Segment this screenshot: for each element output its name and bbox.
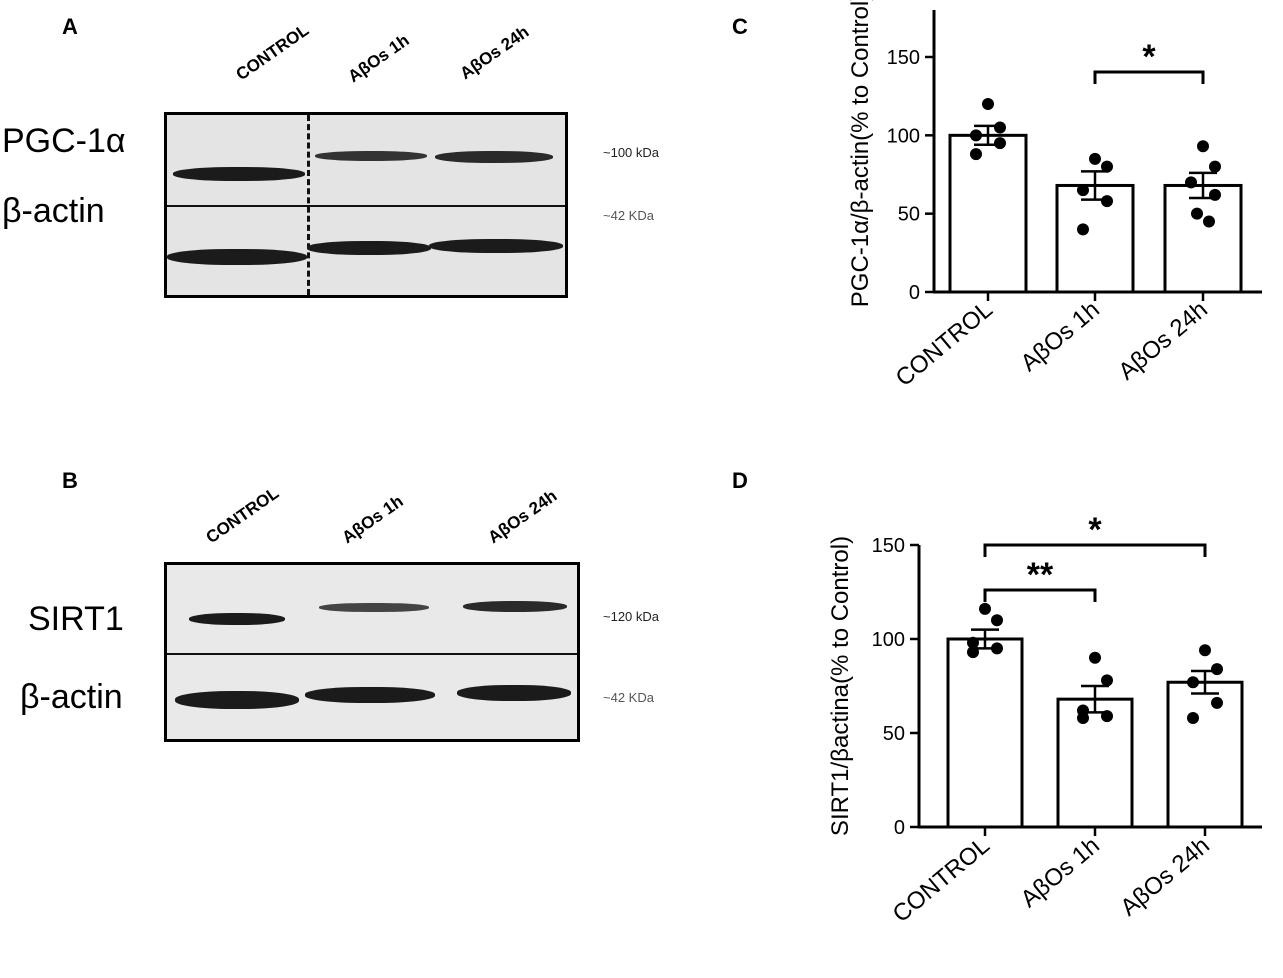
- band-pgc1a-control: [173, 167, 305, 181]
- x-tick-label-c: AβOs 1h: [1016, 296, 1105, 377]
- protein-label-sirt1: SIRT1: [28, 600, 124, 638]
- panel-label-d: D: [732, 468, 748, 493]
- data-point-d: [967, 646, 979, 659]
- data-point-c: [994, 121, 1006, 134]
- data-point-c: [1209, 188, 1221, 201]
- data-point-c: [970, 129, 982, 142]
- data-point-d: [1101, 710, 1113, 723]
- data-point-d: [1101, 674, 1113, 687]
- data-point-c: [1191, 207, 1203, 220]
- western-blot-b: [164, 562, 580, 742]
- y-tick-label-c: 150: [887, 47, 920, 69]
- band-pgc1a-abos-1h: [315, 151, 427, 161]
- data-point-c: [1101, 160, 1113, 173]
- data-point-c: [970, 148, 982, 161]
- lane-label-control: CONTROL: [232, 20, 313, 85]
- band-pgc1a-abos-24h: [435, 151, 553, 163]
- y-tick-label-d: 0: [894, 817, 905, 839]
- x-tick-label-d: AβOs 24h: [1115, 832, 1214, 922]
- lane-label-control-b: CONTROL: [202, 483, 283, 548]
- y-tick-label-c: 0: [909, 282, 920, 304]
- significance-label-c: *: [1142, 38, 1156, 76]
- x-tick-label-d: AβOs 1h: [1016, 832, 1105, 913]
- bar-d: [1056, 697, 1134, 829]
- protein-label-pgc1a: PGC-1α: [2, 122, 126, 160]
- panel-label-c: C: [732, 14, 748, 39]
- data-point-d: [1089, 651, 1101, 664]
- bar-c: [948, 133, 1028, 294]
- y-axis-title-d: SIRT1/βactina(% to Control): [827, 536, 854, 836]
- data-point-d: [1187, 711, 1199, 724]
- lane-label-abos-24h-b: AβOs 24h: [484, 486, 561, 548]
- data-point-d: [1187, 676, 1199, 689]
- band-actin-abos-24h-a: [429, 239, 563, 253]
- significance-bracket-d: [983, 543, 1207, 557]
- band-sirt1-abos-24h: [463, 601, 567, 612]
- data-point-d: [1199, 644, 1211, 657]
- blot-divider: [167, 653, 577, 655]
- x-tick-label-d: CONTROL: [888, 832, 995, 928]
- y-tick-label-c: 50: [898, 204, 920, 226]
- lane-label-abos-1h: AβOs 1h: [344, 30, 413, 87]
- band-sirt1-control: [189, 613, 285, 625]
- lane-label-abos-1h-b: AβOs 1h: [338, 491, 407, 548]
- y-axis-title-c: PGC-1α/β-actin(% to Control): [847, 0, 874, 307]
- size-label-42kda-a: ~42 KDa: [603, 208, 654, 223]
- size-label-42kda-b: ~42 KDa: [603, 690, 654, 705]
- y-tick-label-c: 100: [887, 125, 920, 147]
- significance-bracket-c: [1093, 70, 1205, 84]
- bar-d: [1166, 680, 1244, 829]
- x-tick-label-c: AβOs 24h: [1113, 296, 1212, 386]
- significance-label-d: *: [1088, 511, 1102, 549]
- data-point-c: [1209, 160, 1221, 173]
- lane-label-abos-24h: AβOs 24h: [456, 22, 533, 84]
- data-point-d: [1211, 696, 1223, 709]
- bar-c: [1055, 183, 1135, 294]
- data-point-d: [991, 614, 1003, 627]
- data-point-d: [1211, 663, 1223, 676]
- panel-label-a: A: [62, 14, 78, 39]
- significance-label-d: **: [1027, 556, 1054, 594]
- data-point-d: [1077, 704, 1089, 717]
- data-point-c: [1203, 215, 1215, 228]
- data-point-c: [1077, 184, 1089, 197]
- y-tick-label-d: 150: [872, 535, 905, 557]
- splice-line: [307, 115, 310, 295]
- blot-divider: [167, 205, 565, 207]
- data-point-c: [1197, 140, 1209, 153]
- data-point-c: [994, 137, 1006, 150]
- size-label-120kda: ~120 kDa: [603, 609, 660, 624]
- band-actin-control-b: [175, 691, 299, 709]
- size-label-100kda: ~100 kDa: [603, 145, 660, 160]
- bar-d: [946, 637, 1024, 829]
- bar-c: [1163, 183, 1243, 294]
- band-sirt1-abos-1h: [319, 603, 429, 612]
- data-point-d: [967, 636, 979, 649]
- data-point-c: [1101, 195, 1113, 208]
- band-actin-control-a: [167, 249, 307, 265]
- panel-label-b: B: [62, 468, 78, 493]
- significance-bracket-d: [983, 588, 1097, 602]
- y-tick-label-d: 100: [872, 629, 905, 651]
- data-point-d: [991, 642, 1003, 655]
- y-tick-label-d: 50: [883, 723, 905, 745]
- protein-label-beta-actin-a: β-actin: [2, 192, 105, 230]
- data-point-c: [1089, 152, 1101, 165]
- data-point-d: [1077, 711, 1089, 724]
- band-actin-abos-1h-a: [307, 241, 431, 255]
- data-point-c: [982, 98, 994, 110]
- data-point-d: [979, 602, 991, 615]
- western-blot-a: [164, 112, 568, 298]
- data-point-c: [1077, 223, 1089, 236]
- band-actin-abos-24h-b: [457, 685, 571, 701]
- protein-label-beta-actin-b: β-actin: [20, 678, 123, 716]
- band-actin-abos-1h-b: [305, 687, 435, 703]
- data-point-c: [1185, 176, 1197, 189]
- x-tick-label-c: CONTROL: [891, 296, 998, 392]
